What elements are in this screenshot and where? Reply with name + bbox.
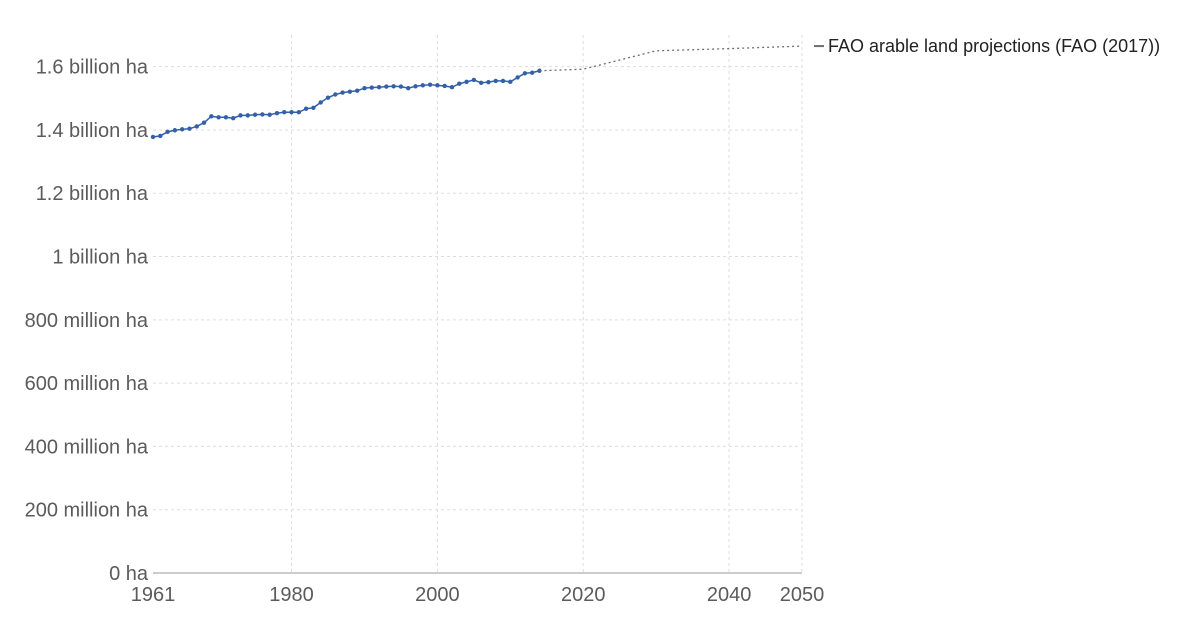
legend: FAO arable land projections (FAO (2017)) xyxy=(814,36,1160,56)
y-tick-label: 1.4 billion ha xyxy=(36,120,149,142)
x-tick-label: 2050 xyxy=(780,584,825,606)
y-tick-label: 0 ha xyxy=(109,563,149,585)
y-tick-label: 400 million ha xyxy=(25,436,149,458)
data-point xyxy=(457,81,462,86)
data-point xyxy=(318,100,323,105)
data-point xyxy=(187,126,192,131)
x-tick-label: 2000 xyxy=(415,584,460,606)
data-point xyxy=(201,120,207,125)
data-point xyxy=(508,79,513,85)
y-tick-label: 1 billion ha xyxy=(52,247,149,269)
gridlines xyxy=(153,35,803,573)
data-point xyxy=(274,110,280,116)
data-point xyxy=(260,112,265,117)
data-point xyxy=(427,82,433,87)
x-tick-label: 2020 xyxy=(561,584,606,606)
data-point xyxy=(515,75,520,80)
data-point xyxy=(267,112,272,117)
data-point xyxy=(172,128,178,133)
legend-label: FAO arable land projections (FAO (2017)) xyxy=(828,36,1160,56)
data-point xyxy=(376,85,382,90)
data-point xyxy=(303,106,309,111)
data-point xyxy=(296,110,302,115)
data-point xyxy=(522,71,528,76)
data-point xyxy=(354,88,360,93)
data-point xyxy=(406,85,411,91)
data-point xyxy=(245,113,250,118)
x-tick-labels: 1961 1980 2000 2020 2040 2050 xyxy=(131,584,825,606)
data-point xyxy=(158,133,163,139)
data-point xyxy=(471,77,477,83)
data-point xyxy=(150,134,156,140)
data-point xyxy=(384,84,389,89)
y-tick-labels: 0 ha 200 million ha 400 million ha 600 mill… xyxy=(25,57,149,585)
data-point xyxy=(478,80,484,85)
x-tick-label: 1980 xyxy=(269,584,314,606)
data-point xyxy=(464,79,469,85)
y-tick-label: 200 million ha xyxy=(25,500,149,522)
data-point xyxy=(486,79,491,85)
data-point xyxy=(209,114,214,119)
data-point xyxy=(231,116,236,121)
data-point xyxy=(362,85,367,91)
data-point xyxy=(413,84,418,89)
data-point xyxy=(333,92,338,97)
data-point xyxy=(347,89,353,94)
series-group xyxy=(150,45,803,140)
data-point xyxy=(449,85,455,90)
data-point xyxy=(179,127,185,132)
data-point xyxy=(311,105,316,110)
data-point xyxy=(289,110,294,115)
data-point xyxy=(340,90,345,95)
data-point xyxy=(369,85,374,90)
data-point xyxy=(391,84,396,89)
data-point xyxy=(493,78,498,84)
data-point xyxy=(216,115,221,120)
x-tick-label: 1961 xyxy=(131,584,176,606)
data-point xyxy=(420,83,426,88)
y-tick-label: 600 million ha xyxy=(25,373,149,395)
data-point xyxy=(398,84,404,89)
data-point xyxy=(435,83,440,88)
x-tick-label: 2040 xyxy=(707,584,752,606)
data-point xyxy=(529,70,535,75)
data-point xyxy=(238,113,243,118)
data-point xyxy=(325,95,331,100)
data-point xyxy=(500,78,506,84)
data-point xyxy=(165,129,170,135)
y-tick-label: 1.2 billion ha xyxy=(36,183,149,205)
y-tick-label: 800 million ha xyxy=(25,310,149,332)
data-point xyxy=(252,112,258,117)
y-tick-label: 1.6 billion ha xyxy=(36,57,149,79)
projection-series-line xyxy=(539,45,803,72)
data-point xyxy=(442,83,447,89)
data-point xyxy=(282,110,287,115)
data-point xyxy=(194,124,199,129)
data-point xyxy=(223,115,229,120)
